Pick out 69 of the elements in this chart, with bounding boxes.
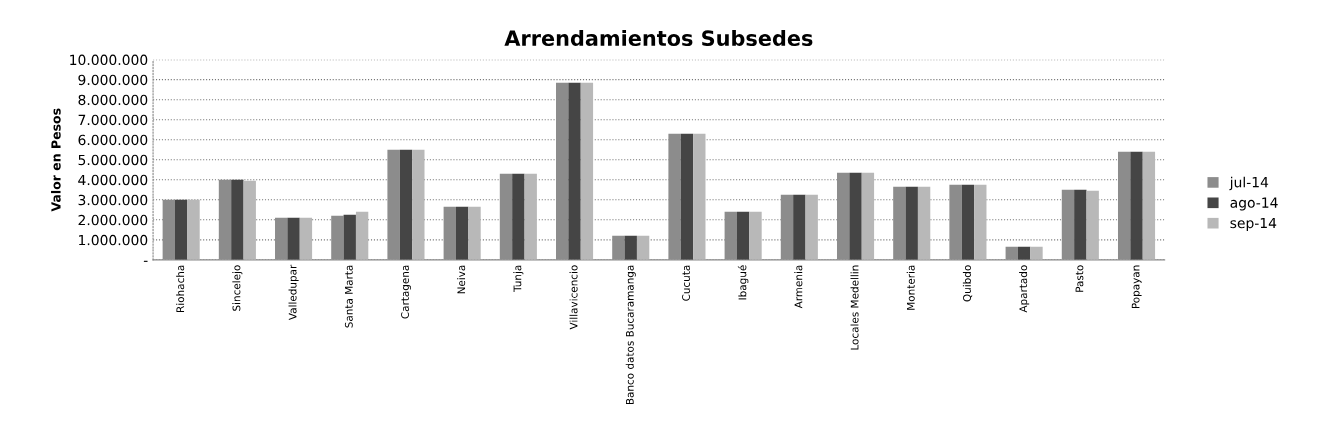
bar	[412, 149, 425, 260]
bar	[749, 211, 762, 260]
bar	[231, 179, 244, 260]
bar	[174, 199, 188, 260]
y-tick-label: 9.000.000	[78, 74, 148, 86]
y-tick-label: 3.000.000	[78, 194, 148, 206]
bar	[636, 235, 650, 260]
x-tick-label: Riohacha	[176, 265, 185, 312]
x-tick-label: Cartagena	[401, 265, 411, 319]
x-tick-label: Neiva	[457, 265, 466, 294]
x-tick-label: Apartado	[1019, 265, 1030, 313]
bar	[624, 235, 637, 260]
bar	[793, 194, 806, 260]
x-tick-label: Ibagué	[737, 265, 749, 300]
bar	[343, 214, 356, 260]
bar	[917, 186, 931, 260]
bar	[1086, 190, 1099, 260]
bar	[299, 217, 313, 260]
chart-title: Arrendamientos Subsedes	[504, 29, 813, 47]
y-tick-label: 6.000.000	[78, 134, 148, 146]
y-tick-label: -	[143, 260, 148, 262]
bar	[568, 82, 581, 260]
x-tick-label: Monteria	[906, 265, 915, 310]
x-tick-label: Armenia	[794, 265, 803, 309]
x-tick-label: Banco datos Bucaramanga	[625, 265, 636, 405]
bar	[1030, 246, 1043, 260]
x-tick-label: Popayan	[1131, 265, 1142, 309]
bar	[805, 194, 818, 260]
x-tick-label: Pasto	[1075, 265, 1084, 292]
y-axis-title: Valor en Pesos	[51, 108, 61, 212]
bar	[961, 184, 975, 260]
x-tick-label: Cucuta	[682, 265, 690, 301]
legend-label: jul-14	[1229, 176, 1269, 191]
bar	[1142, 151, 1156, 260]
x-tick-label: Tunja	[513, 265, 524, 293]
bar	[849, 172, 862, 260]
bar	[524, 173, 537, 260]
y-tick-label: 1.000.000	[79, 234, 148, 246]
bar	[580, 82, 594, 260]
x-tick-label: Locales Medellin	[850, 265, 859, 350]
bar	[861, 172, 875, 260]
bar	[455, 206, 469, 260]
bar	[468, 206, 481, 260]
bar	[1130, 151, 1143, 260]
bar	[355, 211, 369, 260]
y-tick-label: 10.000.000	[70, 54, 148, 66]
legend-label: ago-14	[1230, 197, 1278, 211]
bar	[1074, 189, 1087, 260]
x-tick-label: Santa Marta	[344, 265, 353, 328]
x-tick-label: Quibdo	[962, 265, 973, 302]
bar	[287, 217, 300, 260]
y-tick-label: 5.000.000	[78, 154, 148, 166]
bar	[680, 133, 694, 260]
bar	[736, 211, 750, 260]
y-tick-label: 4.000.000	[78, 174, 148, 186]
y-tick-label: 8.000.000	[78, 94, 148, 106]
y-tick-label: 7.000.000	[78, 114, 148, 126]
bar	[693, 133, 706, 260]
x-tick-label: Valledupar	[288, 264, 299, 321]
bar	[399, 149, 413, 260]
bar	[512, 173, 525, 260]
bar	[187, 199, 200, 260]
y-tick-label: 2.000.000	[78, 214, 148, 226]
legend-label: sep-14	[1230, 217, 1277, 231]
bar	[905, 186, 918, 260]
x-tick-label: Villavicencio	[569, 265, 578, 330]
bar	[243, 180, 256, 260]
bar	[974, 184, 987, 260]
x-tick-label: Sincelejo	[232, 265, 243, 311]
